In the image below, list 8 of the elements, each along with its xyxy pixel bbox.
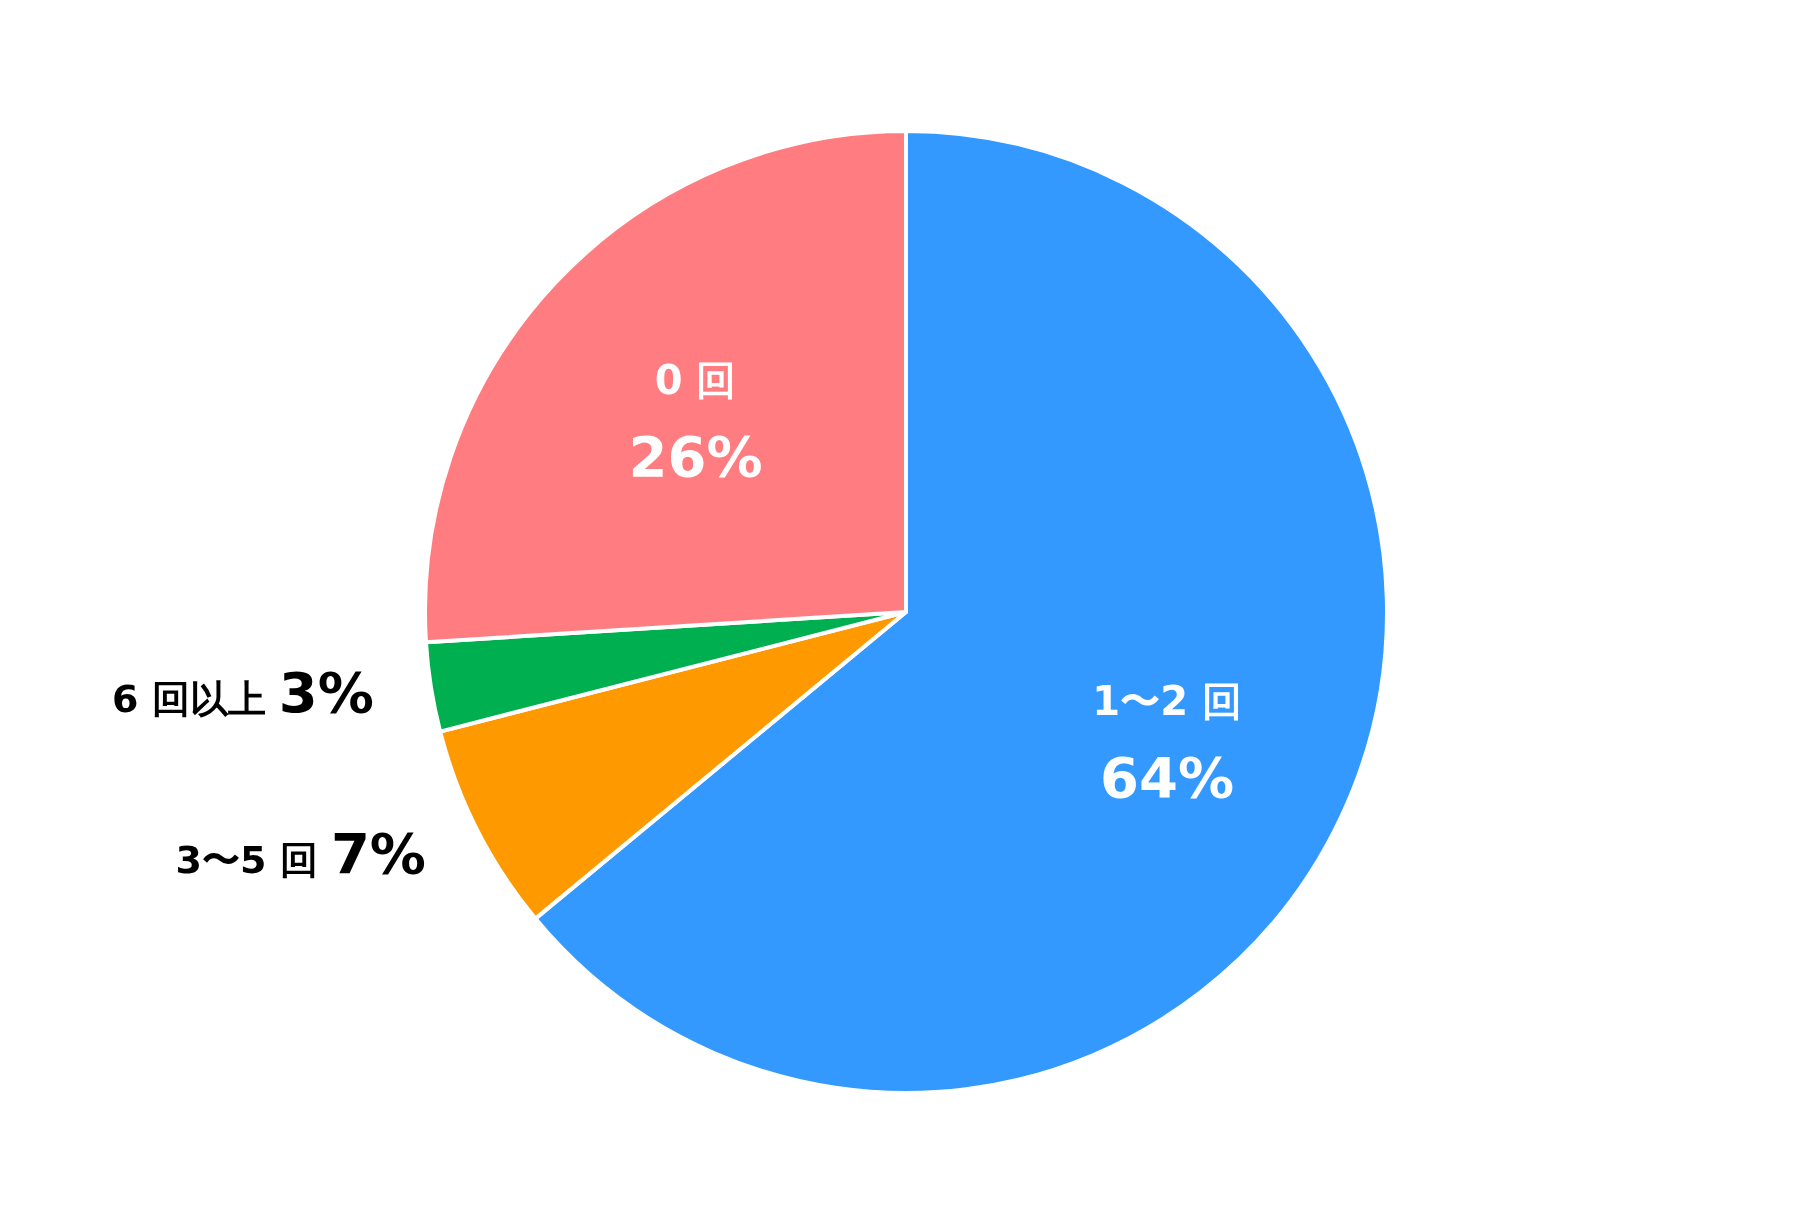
slice-label: 6 回以上 [111, 677, 279, 722]
slice-label: 0 回 [654, 357, 737, 404]
slice-label: 3〜5 回 [175, 837, 331, 882]
data-label: 3% [278, 660, 374, 726]
data-label: 7% [330, 820, 426, 886]
data-label: 64% [1100, 744, 1235, 810]
slice-label: 1〜2 回 [1092, 677, 1242, 724]
data-label: 26% [628, 424, 763, 490]
